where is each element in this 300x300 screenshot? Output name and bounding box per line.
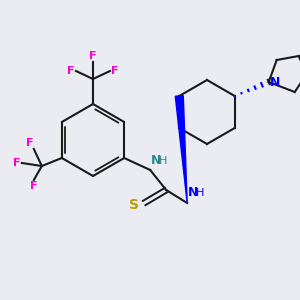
Text: F: F [111,66,118,76]
Text: S: S [129,198,139,212]
Text: H: H [196,188,205,198]
Text: F: F [68,66,75,76]
Polygon shape [175,96,187,203]
Text: N: N [188,186,199,199]
Text: F: F [30,181,38,191]
Text: N: N [270,76,280,88]
Text: H: H [159,156,168,166]
Text: F: F [26,138,34,148]
Text: N: N [151,154,162,167]
Text: F: F [13,158,21,168]
Text: F: F [89,51,97,61]
